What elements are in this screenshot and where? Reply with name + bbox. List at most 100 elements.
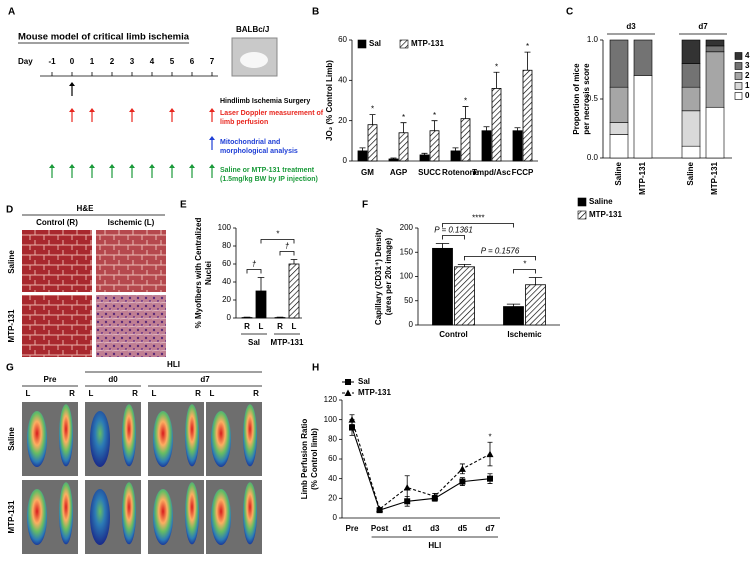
significance-mark: * — [371, 105, 374, 114]
day-number: 3 — [130, 57, 135, 66]
legend-label: 0 — [745, 91, 750, 100]
y-tick-label: 20 — [222, 295, 231, 304]
limb-label: R — [69, 389, 75, 398]
event-arrowhead — [49, 164, 55, 168]
data-point — [458, 465, 466, 472]
y-tick-label: 0 — [333, 513, 338, 522]
day-number: 5 — [170, 57, 175, 66]
panel-label: C — [566, 7, 573, 18]
data-point — [404, 498, 411, 505]
event-arrowhead — [109, 164, 115, 168]
data-point — [459, 478, 466, 485]
error-bar — [452, 147, 459, 151]
doppler-signal — [185, 482, 199, 545]
y-tick-label: 0 — [227, 313, 232, 322]
doppler-signal — [153, 411, 173, 467]
bar-segment — [705, 51, 725, 108]
bar-segment — [705, 106, 725, 159]
bar — [288, 263, 300, 319]
y-tick-label: 60 — [338, 35, 347, 44]
bar — [454, 266, 475, 326]
y-axis-label: Nuclei — [204, 261, 213, 285]
y-tick-label: 0 — [409, 320, 414, 329]
error-bar — [462, 106, 469, 119]
error-bar — [400, 122, 407, 133]
bar-segment — [609, 134, 629, 159]
y-tick-label: 0.0 — [587, 153, 599, 162]
bar — [522, 69, 533, 162]
error-bar — [390, 157, 397, 159]
event-arrowhead — [69, 108, 75, 112]
row-label: MTP-131 — [7, 500, 16, 533]
y-axis-label: % Myofibers with Centralized — [194, 218, 203, 329]
legend-swatch — [357, 39, 367, 49]
legend-swatch — [734, 82, 743, 90]
bar — [255, 290, 267, 319]
event-text: Hindlimb Ischemia Surgery — [220, 98, 310, 105]
event-arrowhead — [129, 108, 135, 112]
bar — [450, 150, 461, 162]
day-number: 7 — [210, 57, 215, 66]
panel-d-title: H&E — [77, 204, 95, 213]
series-line — [351, 419, 491, 511]
error-bar — [421, 152, 428, 155]
annotation-text: * — [276, 230, 280, 239]
significance-bracket — [260, 239, 295, 244]
panel-label: E — [180, 200, 187, 211]
event-arrowhead — [169, 164, 175, 168]
doppler-signal — [153, 489, 173, 545]
legend-label: 4 — [745, 51, 750, 60]
y-tick-label: 100 — [324, 415, 338, 424]
event-text: Mitochondrial and — [220, 139, 280, 146]
significance-bracket — [464, 255, 536, 261]
bar — [460, 118, 471, 162]
data-point — [348, 416, 356, 423]
x-tick-label: SUCC — [418, 168, 441, 177]
legend-label: MTP-131 — [358, 388, 391, 397]
doppler-signal — [90, 411, 110, 467]
doppler-signal — [243, 404, 257, 467]
error-bar — [514, 127, 521, 131]
y-tick-label: 40 — [338, 75, 347, 84]
event-arrowhead — [69, 164, 75, 168]
doppler-signal — [243, 482, 257, 545]
bar-segment — [609, 86, 629, 123]
x-tick-label: Pre — [346, 524, 359, 533]
legend-label: Sal — [358, 377, 370, 386]
column-label: Pre — [44, 375, 57, 384]
significance-bracket — [442, 235, 465, 240]
bar — [432, 247, 453, 326]
x-tick-label: d3 — [430, 524, 440, 533]
y-tick-label: 60 — [328, 454, 337, 463]
x-tick-label: d7 — [485, 524, 495, 533]
strain-label: BALBc/J — [236, 25, 269, 34]
error-bar — [528, 277, 543, 285]
group-label: HLI — [428, 541, 441, 550]
group-header: HLI — [167, 360, 180, 369]
significance-mark: * — [433, 111, 436, 120]
x-tick-label: Post — [371, 524, 389, 533]
panel-label: B — [312, 7, 319, 18]
histology-image — [96, 230, 166, 292]
y-tick-label: 200 — [400, 223, 414, 232]
doppler-signal — [122, 482, 136, 545]
doppler-signal — [122, 404, 136, 467]
legend-label: 3 — [745, 61, 750, 70]
x-tick-label: AGP — [390, 168, 408, 177]
panel-label: D — [6, 205, 13, 216]
doppler-signal — [27, 489, 47, 545]
data-point — [376, 505, 384, 513]
day-number: -1 — [48, 57, 56, 66]
column-label: d7 — [200, 375, 210, 384]
limb-label: L — [89, 389, 94, 398]
y-axis-label: per necrosis score — [582, 63, 591, 135]
bar-segment — [609, 122, 629, 135]
limb-label: R — [195, 389, 201, 398]
legend-swatch — [734, 92, 743, 100]
x-tick-label: FCCP — [512, 168, 534, 177]
legend-swatch — [577, 210, 587, 220]
row-label: Saline — [7, 250, 16, 274]
y-tick-label: 60 — [222, 259, 231, 268]
x-tick-label: MTP-131 — [710, 161, 719, 194]
annotation-text: P = 0.1361 — [434, 226, 473, 235]
